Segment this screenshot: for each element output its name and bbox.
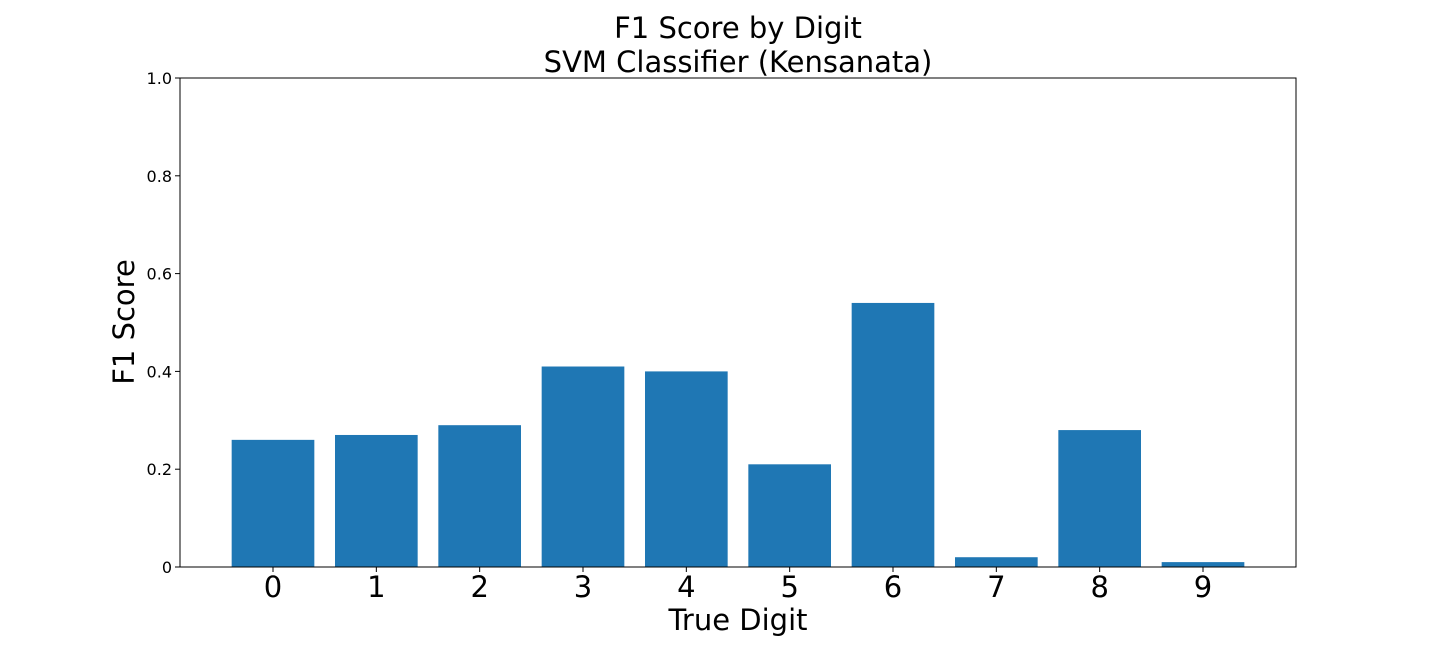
- y-axis: 0 0.2 0.4 0.6 0.8 1.0: [147, 69, 180, 577]
- bar-0: [231, 439, 315, 567]
- x-tick-label-4: 4: [677, 570, 695, 604]
- y-tick-label: 0.6: [147, 265, 172, 284]
- y-tick-label: 1.0: [147, 69, 172, 88]
- bars-group: [231, 302, 1245, 567]
- bar-5: [748, 464, 831, 567]
- y-axis-label: F1 Score: [107, 259, 141, 385]
- bar-4: [645, 371, 728, 567]
- x-axis: 0 1 2 3 4 5 6 7 8 9: [264, 567, 1212, 604]
- x-tick-label-1: 1: [367, 570, 385, 604]
- bar-9: [1161, 562, 1245, 567]
- plot-frame: [179, 77, 1297, 568]
- x-tick-label-6: 6: [884, 570, 902, 604]
- bar-1: [335, 434, 418, 567]
- x-tick-label-3: 3: [574, 570, 592, 604]
- bar-2: [438, 425, 521, 567]
- x-axis-label: True Digit: [667, 603, 807, 637]
- y-tick-label: 0.4: [147, 362, 172, 381]
- x-tick-label-5: 5: [780, 570, 798, 604]
- x-tick-label-2: 2: [470, 570, 488, 604]
- bar-6: [851, 302, 935, 567]
- y-tick-label: 0: [162, 558, 172, 577]
- y-tick-label: 0.2: [147, 460, 172, 479]
- bar-7: [955, 557, 1038, 567]
- chart-subtitle: SVM Classifier (Kensanata): [544, 45, 933, 79]
- x-tick-label-9: 9: [1194, 570, 1212, 604]
- x-tick-label-8: 8: [1090, 570, 1108, 604]
- x-tick-label-7: 7: [987, 570, 1005, 604]
- bar-3: [541, 366, 625, 567]
- chart-title: F1 Score by Digit: [614, 11, 862, 45]
- bar-8: [1058, 430, 1141, 567]
- y-tick-label: 0.8: [147, 167, 172, 186]
- x-tick-label-0: 0: [264, 570, 282, 604]
